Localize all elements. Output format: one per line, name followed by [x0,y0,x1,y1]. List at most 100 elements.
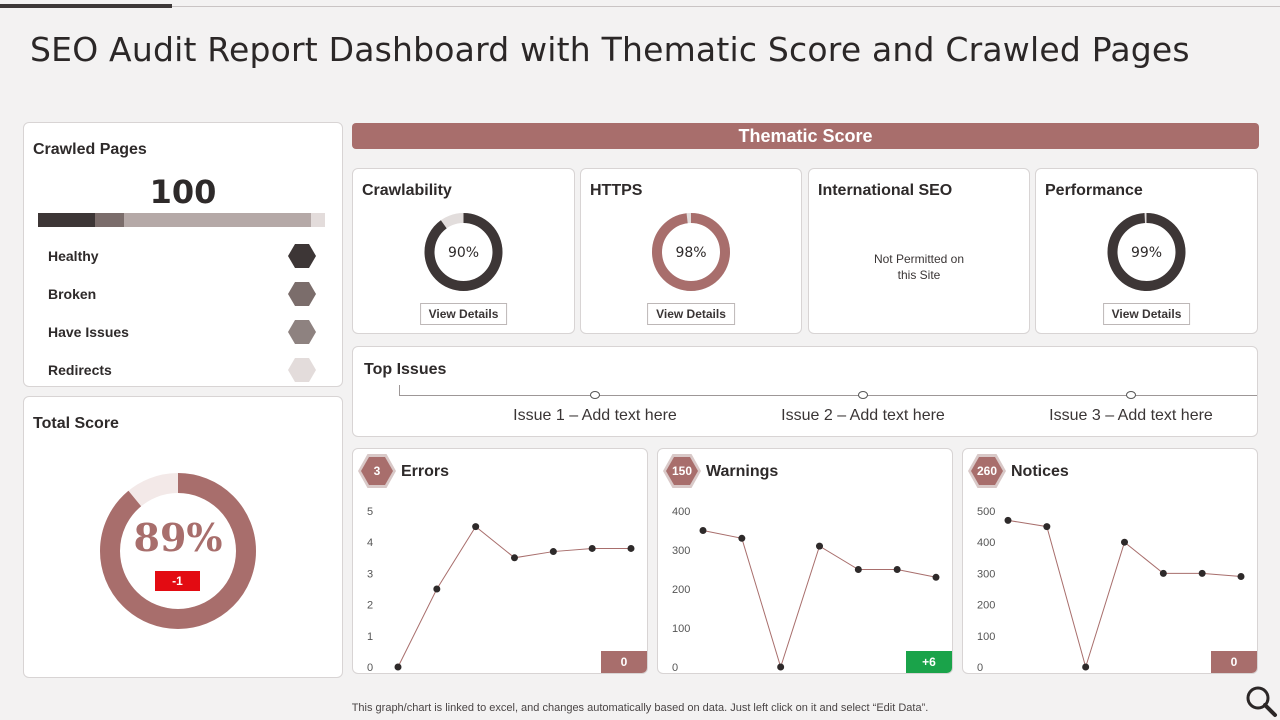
errors-count-badge: 3 [361,457,393,485]
thematic-card-title: Performance [1045,182,1143,199]
not-permitted-line1: Not Permitted on [873,252,965,266]
y-tick-label: 300 [672,545,690,557]
top-divider [172,6,1280,7]
warnings-data-point [893,566,901,573]
legend-hexagon-swatch [288,282,316,306]
legend-row: Healthy [48,243,316,269]
y-tick-label: 4 [367,537,373,549]
footnote: This graph/chart is linked to excel, and… [351,702,929,714]
issues-axis-line [399,395,1257,396]
donut-arc [424,213,503,291]
legend-label: Broken [48,286,97,302]
legend-label: Have Issues [48,324,129,340]
issue-text[interactable]: Issue 2 – Add text here [781,407,945,424]
page-title: SEO Audit Report Dashboard with Thematic… [30,30,1190,69]
total-score-donut [100,473,256,629]
y-tick-label: 200 [977,600,995,612]
crawled-bar-segment-healthy [38,213,96,227]
notices-data-point [1198,569,1206,577]
notices-data-point [1082,663,1090,671]
thematic-score-header: Thematic Score [352,123,1259,149]
thematic-donut: 98% [652,213,730,291]
thematic-donut: 90% [424,213,503,291]
view-details-button[interactable]: View Details [1102,303,1191,325]
warnings-line-chart: 0 100 200 300 400 [672,506,940,673]
y-tick-label: 5 [367,506,373,518]
y-tick-label: 1 [367,631,373,643]
thematic-card-performance: Performance 99% View Details [1035,168,1258,334]
view-details-button[interactable]: View Details [647,303,735,325]
y-tick-label: 3 [367,568,373,580]
thematic-card-crawlability: Crawlability 90% View Details [352,168,575,334]
notices-data-point [1121,538,1128,546]
notices-delta-badge: 0 [1211,651,1257,673]
legend-label: Healthy [48,248,99,264]
warnings-data-point [738,534,746,542]
notices-data-point [1237,573,1245,581]
warnings-data-point [854,566,862,573]
warnings-data-point [699,527,707,534]
errors-data-point [549,548,557,556]
view-details-button[interactable]: View Details [419,303,508,325]
total-score-title: Total Score [33,415,119,432]
notices-line-chart: 0 100 200 300 400 500 [977,506,1245,674]
notices-data-point [1043,523,1051,531]
crawled-pages-card: Crawled Pages 100 Healthy Broken Have Issu… [23,122,343,387]
crawled-bar-segment-redirects [310,213,325,227]
donut-arc [1107,213,1186,291]
legend-hexagon-swatch [288,320,316,344]
total-score-change-badge: -1 [155,571,200,591]
legend-row: Have Issues [48,319,316,345]
issue-marker [590,391,600,399]
errors-data-point [472,523,480,531]
warnings-chart-card: 150 Warnings 0 100 200 300 400 +6 [657,448,953,674]
donut-percent-label: 99% [1131,245,1162,261]
y-tick-label: 2 [367,600,373,612]
donut-arc [652,213,730,291]
crawled-pages-count: 100 [149,173,217,211]
top-accent-bar [0,4,172,8]
legend-hexagon-swatch [288,358,316,382]
not-permitted-line2: this Site [897,268,941,282]
crawled-pages-bar [38,213,325,227]
issues-axis-tick [399,385,400,396]
errors-delta-badge: 0 [601,651,647,673]
notices-data-point [1004,516,1012,524]
thematic-card-title: Crawlability [362,182,452,199]
top-issues-title: Top Issues [364,361,447,378]
y-tick-label: 500 [977,506,995,518]
legend-row: Broken [48,281,316,307]
errors-line-chart: 0 1 2 3 4 5 [367,506,635,674]
thematic-card-title: International SEO [818,182,953,199]
legend-row: Redirects [48,357,316,383]
issue-text[interactable]: Issue 3 – Add text here [1049,407,1213,424]
y-tick-label: 0 [367,662,373,674]
issue-text[interactable]: Issue 1 – Add text here [513,407,677,424]
errors-data-point [588,544,596,552]
errors-data-point [394,663,402,671]
y-tick-label: 200 [672,584,690,596]
donut-percent-label: 98% [675,245,706,261]
search-icon[interactable] [1244,684,1278,718]
thematic-card-title: HTTPS [590,182,643,199]
notices-data-point [1159,569,1167,577]
issue-marker [858,391,868,399]
y-tick-label: 400 [672,506,690,518]
y-tick-label: 100 [977,631,995,643]
notices-chart-title: Notices [1011,463,1069,480]
warnings-data-point [816,542,823,550]
thematic-donut: 99% [1107,213,1186,291]
warnings-delta-badge: +6 [906,651,952,673]
notices-chart-card: 260 Notices 0 100 200 300 400 500 0 [962,448,1258,674]
total-score-value: 89% [133,515,223,560]
y-tick-label: 300 [977,568,995,580]
y-tick-label: 0 [977,662,983,674]
legend-label: Redirects [48,362,112,378]
crawled-pages-title: Crawled Pages [33,141,147,158]
issue-marker [1126,391,1136,399]
top-issues-card: Top Issues Issue 1 – Add text here Issue … [352,346,1258,437]
crawled-bar-segment-broken [95,213,125,227]
not-permitted-note: Not Permitted on this Site [809,251,1029,283]
errors-data-point [511,554,518,562]
warnings-data-point [777,663,785,671]
